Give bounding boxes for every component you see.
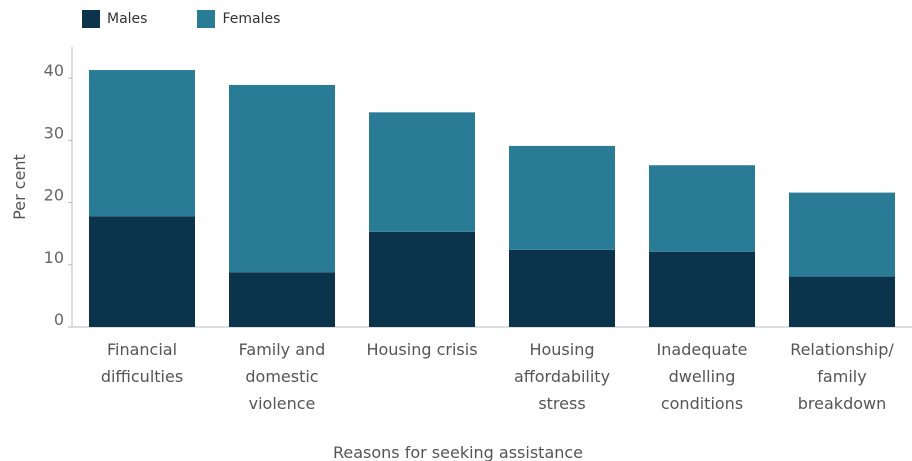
x-tick-label: violence xyxy=(249,394,316,413)
y-tick-label: 20 xyxy=(44,186,64,205)
bar-females-5 xyxy=(789,192,895,277)
x-tick-label: stress xyxy=(538,394,585,413)
bar-females-3 xyxy=(509,145,615,250)
legend-label-males: Males xyxy=(107,11,148,27)
x-tick-label: Housing crisis xyxy=(366,340,477,359)
bar-females-0 xyxy=(89,70,195,217)
bar-males-0 xyxy=(89,216,195,327)
y-tick-label: 40 xyxy=(44,61,64,80)
x-tick-label: Inadequate xyxy=(657,340,748,359)
bar-females-1 xyxy=(229,84,335,273)
x-tick-label: Financial xyxy=(107,340,177,359)
y-tick-label: 0 xyxy=(54,310,64,329)
x-tick-label: Family and xyxy=(239,340,326,359)
legend-item-males: Males xyxy=(82,10,147,28)
legend-swatch-males xyxy=(82,10,100,28)
bar-males-1 xyxy=(229,272,335,327)
x-tick-label: Relationship/ xyxy=(790,340,894,359)
legend-swatch-females xyxy=(197,10,216,28)
x-tick-label: difficulties xyxy=(101,367,183,386)
bar-females-4 xyxy=(649,165,755,252)
x-tick-label: domestic xyxy=(245,367,318,386)
chart-legend: Males Females xyxy=(82,10,330,28)
y-tick-label: 10 xyxy=(44,248,64,267)
y-tick-label: 30 xyxy=(44,123,64,142)
bar-females-2 xyxy=(369,112,475,232)
x-tick-label: affordability xyxy=(514,367,610,386)
bar-males-5 xyxy=(789,276,895,327)
x-tick-label: Housing xyxy=(529,340,594,359)
x-tick-label: breakdown xyxy=(798,394,886,413)
bar-males-4 xyxy=(649,251,755,327)
bar-males-2 xyxy=(369,231,475,327)
x-tick-label: dwelling xyxy=(669,367,736,386)
x-axis-label: Reasons for seeking assistance xyxy=(333,443,583,461)
y-axis-label: Per cent xyxy=(10,154,29,220)
legend-item-females: Females xyxy=(197,10,280,28)
bar-males-3 xyxy=(509,249,615,327)
legend-label-females: Females xyxy=(222,11,281,27)
x-tick-label: conditions xyxy=(661,394,743,413)
x-tick-label: family xyxy=(817,367,866,386)
